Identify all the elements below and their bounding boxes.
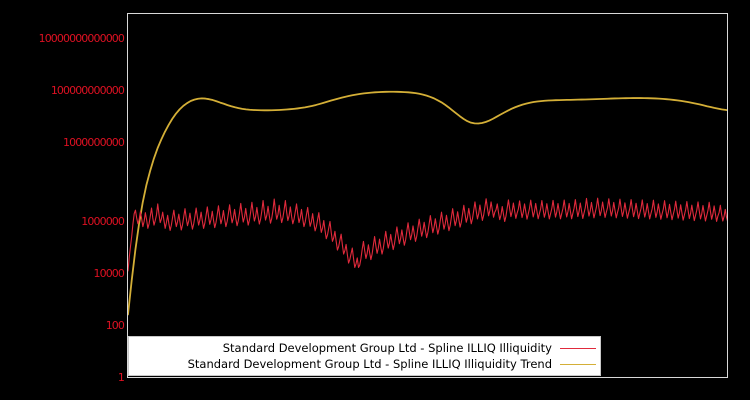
y-tick-label: 10000 <box>93 266 125 280</box>
legend-swatch-illiquidity <box>560 347 596 349</box>
y-tick-label: 100000000000 <box>50 84 125 98</box>
legend-item[interactable]: Standard Development Group Ltd - Spline … <box>129 356 596 372</box>
y-tick-label: 1 <box>117 371 125 384</box>
trend-line-path <box>128 90 727 316</box>
legend-swatch-illiquidity-trend <box>560 363 596 365</box>
legend-item[interactable]: Standard Development Group Ltd - Spline … <box>129 340 596 356</box>
legend-label-illiquidity-trend: Standard Development Group Ltd - Spline … <box>187 357 552 371</box>
illiquidity-line-path <box>128 197 727 272</box>
plot-area <box>127 13 728 378</box>
y-tick-label: 100 <box>105 318 125 332</box>
series-canvas <box>128 90 727 316</box>
y-tick-label: 10000000000000 <box>38 32 125 46</box>
y-tick-label: 1000000000 <box>63 136 125 150</box>
chart-legend: Standard Development Group Ltd - Spline … <box>128 336 601 376</box>
y-axis-tick-labels: 10000000000000 100000000000 1000000000 1000… <box>0 0 125 400</box>
y-tick-label: 1000000 <box>81 214 125 228</box>
legend-label-illiquidity: Standard Development Group Ltd - Spline … <box>222 341 552 355</box>
